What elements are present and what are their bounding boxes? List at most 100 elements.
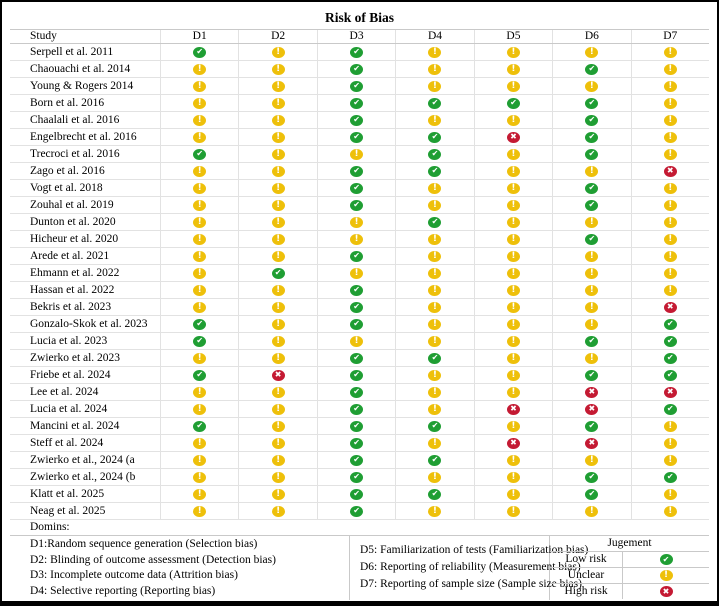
exclamation-icon: ! bbox=[663, 454, 677, 466]
rating-cell: ! bbox=[160, 384, 238, 400]
exclamation-icon: ! bbox=[271, 386, 285, 398]
rating-cell: ✔ bbox=[395, 129, 473, 145]
legend-title: Jugement bbox=[550, 536, 709, 552]
rating-cell: ✔ bbox=[552, 112, 630, 128]
rating-cell: ! bbox=[630, 129, 709, 145]
rating-cell: ✔ bbox=[552, 418, 630, 434]
study-name: Dunton et al. 2020 bbox=[30, 216, 116, 228]
exclamation-icon: ! bbox=[193, 114, 207, 126]
legend-label: Low risk bbox=[550, 552, 622, 568]
study-name: Vogt et al. 2018 bbox=[30, 182, 103, 194]
check-icon: ✔ bbox=[428, 216, 442, 228]
exclamation-icon: ! bbox=[585, 318, 599, 330]
rating-cell: ! bbox=[160, 452, 238, 468]
rating-cell: ! bbox=[473, 452, 552, 468]
exclamation-icon: ! bbox=[193, 80, 207, 92]
domain-definition: D1:Random sequence generation (Selection… bbox=[30, 538, 258, 550]
check-icon: ✔ bbox=[428, 131, 442, 143]
check-icon: ✔ bbox=[428, 420, 442, 432]
exclamation-icon: ! bbox=[428, 301, 442, 313]
rating-cell: ✔ bbox=[395, 95, 473, 111]
table-row: Klatt et al. 2025!! ✔ ✔! ✔! bbox=[10, 486, 709, 503]
exclamation-icon: ! bbox=[271, 114, 285, 126]
rating-cell: ✔ bbox=[160, 146, 238, 162]
rating-cell: ! bbox=[630, 146, 709, 162]
exclamation-icon: ! bbox=[193, 199, 207, 211]
rating-cell: ! bbox=[160, 486, 238, 502]
exclamation-icon: ! bbox=[193, 63, 207, 75]
table-row: Dunton et al. 2020!!! ✔!!! bbox=[10, 214, 709, 231]
rating-cell: ✔ bbox=[316, 503, 395, 519]
exclamation-icon: ! bbox=[271, 284, 285, 296]
rating-cell: ! bbox=[316, 333, 395, 349]
study-name: Neag et al. 2025 bbox=[30, 505, 106, 517]
rating-cell: ! bbox=[238, 503, 316, 519]
exclamation-icon: ! bbox=[193, 437, 207, 449]
rating-cell: ! bbox=[238, 180, 316, 196]
rating-cell: ! bbox=[395, 61, 473, 77]
exclamation-icon: ! bbox=[271, 233, 285, 245]
rating-cell: ! bbox=[316, 231, 395, 247]
rating-cell: ! bbox=[552, 265, 630, 281]
exclamation-icon: ! bbox=[506, 386, 520, 398]
rating-cell: ! bbox=[316, 265, 395, 281]
rating-cell: ✔ bbox=[316, 197, 395, 213]
rating-cell: ! bbox=[552, 44, 630, 60]
exclamation-icon: ! bbox=[663, 97, 677, 109]
check-icon: ✔ bbox=[663, 471, 677, 483]
rating-cell: ✔ bbox=[316, 299, 395, 315]
cross-icon: ✖ bbox=[506, 403, 520, 415]
rating-cell: ! bbox=[630, 503, 709, 519]
study-name: Klatt et al. 2025 bbox=[30, 488, 105, 500]
rating-cell: ✔ bbox=[316, 129, 395, 145]
exclamation-icon: ! bbox=[271, 454, 285, 466]
exclamation-icon: ! bbox=[271, 250, 285, 262]
rating-cell: ✔ bbox=[395, 418, 473, 434]
exclamation-icon: ! bbox=[663, 80, 677, 92]
rating-cell: ✔ bbox=[395, 146, 473, 162]
rating-cell: ! bbox=[395, 299, 473, 315]
check-icon: ✔ bbox=[663, 318, 677, 330]
table-row: Hicheur et al. 2020!!!!! ✔! bbox=[10, 231, 709, 248]
check-icon: ✔ bbox=[428, 454, 442, 466]
rating-cell: ! bbox=[630, 486, 709, 502]
rating-cell: ✔ bbox=[630, 316, 709, 332]
column-header-d2: D2 bbox=[238, 30, 316, 43]
check-icon: ✔ bbox=[663, 369, 677, 381]
rating-cell: ! bbox=[238, 333, 316, 349]
study-name: Bekris et al. 2023 bbox=[30, 301, 112, 313]
table-row: Arede et al. 2021!! ✔!!!! bbox=[10, 248, 709, 265]
exclamation-icon: ! bbox=[428, 403, 442, 415]
exclamation-icon: ! bbox=[428, 318, 442, 330]
table-row: Vogt et al. 2018!! ✔!! ✔! bbox=[10, 180, 709, 197]
table-row: Gonzalo-Skok et al. 2023 ✔! ✔!!! ✔ bbox=[10, 316, 709, 333]
exclamation-icon: ! bbox=[193, 403, 207, 415]
exclamation-icon: ! bbox=[428, 386, 442, 398]
exclamation-icon: ! bbox=[350, 335, 364, 347]
rating-cell: ✔ bbox=[316, 78, 395, 94]
rating-cell: ! bbox=[473, 163, 552, 179]
rating-cell: ✔ bbox=[395, 452, 473, 468]
study-name: Chaalali et al. 2016 bbox=[30, 114, 120, 126]
exclamation-icon: ! bbox=[271, 216, 285, 228]
check-icon: ✔ bbox=[585, 233, 599, 245]
cross-icon: ✖ bbox=[663, 301, 677, 313]
exclamation-icon: ! bbox=[271, 403, 285, 415]
figure-footer: D1:Random sequence generation (Selection… bbox=[10, 536, 709, 600]
exclamation-icon: ! bbox=[663, 114, 677, 126]
check-icon: ✔ bbox=[585, 199, 599, 211]
check-icon: ✔ bbox=[350, 352, 364, 364]
rating-cell: ! bbox=[395, 384, 473, 400]
rating-cell: ✔ bbox=[552, 197, 630, 213]
exclamation-icon: ! bbox=[663, 131, 677, 143]
rating-cell: ! bbox=[473, 180, 552, 196]
rating-cell: ! bbox=[630, 214, 709, 230]
exclamation-icon: ! bbox=[350, 148, 364, 160]
exclamation-icon: ! bbox=[271, 182, 285, 194]
exclamation-icon: ! bbox=[271, 437, 285, 449]
rating-cell: ✖ bbox=[552, 384, 630, 400]
exclamation-icon: ! bbox=[193, 301, 207, 313]
rating-cell: ! bbox=[160, 197, 238, 213]
exclamation-icon: ! bbox=[428, 63, 442, 75]
rating-cell: ! bbox=[238, 282, 316, 298]
